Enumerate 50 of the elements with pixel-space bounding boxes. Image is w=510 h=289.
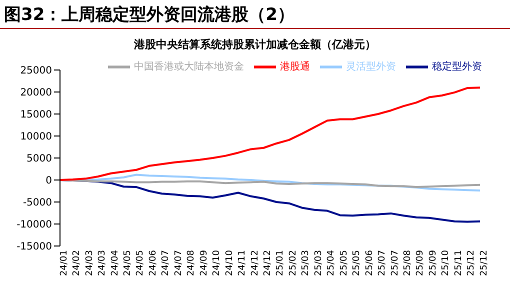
x-tick-label: 25/06 (364, 250, 375, 276)
x-tick-label: 24/09 (199, 250, 210, 276)
chart-title: 图32：上周稳定型外资回流港股（2） (4, 4, 294, 26)
x-tick-label: 25/05 (352, 250, 362, 276)
x-tick-label: 24/07 (174, 250, 184, 276)
x-tick-label: 24/02 (72, 250, 82, 276)
x-tick-label: 25/01 (276, 250, 286, 276)
x-tick-label: 25/03 (301, 250, 312, 276)
x-tick-label: 24/05 (136, 250, 146, 276)
x-tick-label: 24/10 (224, 250, 235, 276)
x-tick-label: 24/03 (84, 250, 95, 276)
chart-subtitle: 港股中央结算系统持股累计加减仓金额（亿港元） (133, 37, 377, 52)
legend-label: 稳定型外资 (432, 62, 482, 73)
legend-label: 港股通 (280, 62, 310, 73)
x-tick-label: 25/07 (378, 250, 388, 276)
legend-label: 中国香港或大陆本地资金 (134, 62, 244, 73)
x-tick-label: 24/07 (161, 250, 172, 276)
y-tick-label: -5000 (22, 198, 52, 209)
x-tick-label: 25/03 (314, 250, 324, 276)
x-tick-label: 24/12 (250, 250, 260, 276)
x-tick-label: 24/11 (238, 250, 248, 276)
x-tick-label: 25/11 (454, 250, 464, 276)
y-tick-label: 5000 (26, 154, 52, 165)
x-tick-label: 25/12 (466, 250, 477, 276)
x-tick-label: 24/08 (186, 250, 197, 276)
x-tick-label: 24/06 (148, 250, 158, 276)
y-tick-label: 15000 (20, 110, 52, 121)
x-tick-label: 25/08 (403, 250, 414, 276)
x-tick-label: 24/12 (263, 250, 274, 276)
x-tick-label: 24/03 (98, 250, 108, 276)
x-tick-label: 25/09 (428, 250, 438, 276)
y-tick-label: -15000 (16, 242, 52, 253)
x-tick-label: 24/10 (212, 250, 222, 276)
y-tick-label: 0 (46, 176, 52, 187)
y-tick-label: -10000 (16, 220, 52, 231)
legend-label: 灵活型外资 (346, 62, 396, 73)
y-tick-label: 20000 (20, 88, 52, 99)
x-tick-label: 25/09 (416, 250, 426, 276)
x-tick-label: 24/04 (110, 250, 120, 276)
x-tick-label: 25/02 (288, 250, 298, 276)
x-tick-label: 25/10 (441, 250, 452, 276)
x-tick-label: 25/12 (479, 250, 490, 276)
line-series (59, 86, 481, 181)
x-tick-label: 24/01 (59, 250, 70, 276)
y-tick-label: 10000 (20, 132, 52, 143)
x-tick-label: 24/05 (123, 250, 134, 276)
y-tick-label: 25000 (20, 66, 52, 77)
x-tick-label: 25/04 (326, 250, 337, 276)
x-tick-label: 25/05 (339, 250, 350, 276)
x-tick-label: 25/07 (390, 250, 400, 276)
